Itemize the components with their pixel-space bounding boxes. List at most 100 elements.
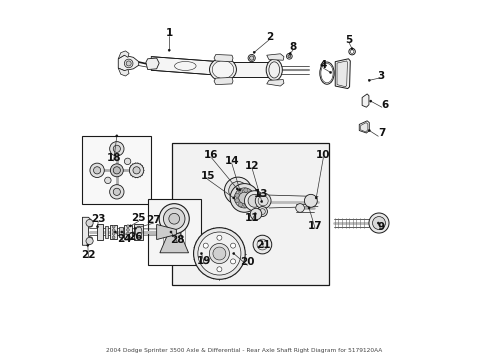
Polygon shape — [359, 121, 368, 133]
Circle shape — [248, 191, 252, 195]
Text: 18: 18 — [106, 153, 121, 163]
Circle shape — [203, 259, 208, 264]
Circle shape — [168, 213, 179, 224]
Circle shape — [367, 79, 369, 81]
Polygon shape — [156, 225, 176, 239]
Polygon shape — [172, 143, 328, 285]
Circle shape — [230, 243, 235, 248]
Polygon shape — [118, 51, 129, 59]
Circle shape — [247, 54, 255, 62]
Polygon shape — [266, 80, 284, 86]
Circle shape — [232, 197, 234, 199]
Circle shape — [230, 259, 235, 264]
Circle shape — [90, 163, 104, 177]
Circle shape — [372, 217, 385, 229]
Text: 28: 28 — [170, 235, 184, 245]
Circle shape — [96, 226, 99, 228]
Bar — [82, 136, 151, 204]
Circle shape — [133, 167, 140, 174]
Circle shape — [314, 197, 317, 199]
Circle shape — [228, 181, 247, 200]
Ellipse shape — [265, 59, 282, 81]
Text: 16: 16 — [204, 150, 218, 160]
Text: 19: 19 — [197, 256, 211, 266]
Text: 14: 14 — [224, 156, 239, 166]
Text: 22: 22 — [81, 250, 96, 260]
Circle shape — [238, 192, 250, 204]
Polygon shape — [214, 77, 233, 85]
Circle shape — [261, 243, 263, 245]
Text: 25: 25 — [131, 213, 145, 223]
Circle shape — [234, 198, 239, 203]
Circle shape — [243, 203, 247, 208]
Circle shape — [253, 51, 255, 53]
Circle shape — [86, 220, 93, 226]
Circle shape — [376, 222, 379, 224]
Polygon shape — [266, 54, 284, 60]
Polygon shape — [362, 94, 368, 107]
Circle shape — [86, 237, 93, 244]
Text: 15: 15 — [200, 171, 214, 181]
Circle shape — [234, 193, 239, 197]
Circle shape — [250, 208, 261, 220]
Circle shape — [86, 244, 89, 246]
Circle shape — [112, 232, 115, 235]
Circle shape — [109, 141, 124, 156]
Polygon shape — [214, 54, 233, 62]
Circle shape — [121, 231, 122, 233]
Circle shape — [232, 252, 234, 255]
Circle shape — [112, 225, 115, 228]
Circle shape — [329, 71, 331, 73]
Circle shape — [253, 235, 271, 254]
Text: 12: 12 — [244, 161, 259, 171]
Text: 17: 17 — [307, 221, 322, 230]
Circle shape — [116, 135, 118, 137]
Polygon shape — [82, 217, 92, 245]
Polygon shape — [335, 59, 349, 89]
Text: 2: 2 — [265, 32, 273, 41]
Circle shape — [217, 235, 222, 240]
Circle shape — [129, 225, 131, 227]
Polygon shape — [119, 226, 122, 237]
Circle shape — [93, 167, 101, 174]
Polygon shape — [145, 58, 159, 69]
Circle shape — [109, 185, 124, 199]
Circle shape — [367, 130, 369, 132]
Circle shape — [110, 164, 123, 177]
Circle shape — [203, 243, 208, 248]
Circle shape — [260, 201, 262, 203]
Circle shape — [168, 49, 170, 51]
Circle shape — [258, 194, 261, 196]
Text: 9: 9 — [376, 222, 384, 231]
Circle shape — [304, 194, 317, 207]
Circle shape — [126, 232, 129, 235]
Text: 13: 13 — [253, 189, 267, 199]
Circle shape — [129, 163, 143, 177]
Circle shape — [243, 188, 247, 192]
Text: 23: 23 — [91, 215, 105, 224]
Circle shape — [126, 228, 129, 231]
Circle shape — [159, 204, 189, 234]
Text: 2004 Dodge Sprinter 3500 Axle & Differential - Rear Axle Shaft Right Diagram for: 2004 Dodge Sprinter 3500 Axle & Differen… — [106, 348, 382, 353]
Circle shape — [286, 53, 292, 59]
Circle shape — [113, 188, 120, 195]
Ellipse shape — [268, 62, 279, 78]
Circle shape — [104, 177, 111, 184]
Circle shape — [236, 188, 238, 190]
Circle shape — [212, 247, 225, 260]
Circle shape — [112, 229, 115, 231]
Polygon shape — [160, 226, 188, 253]
Text: 3: 3 — [376, 71, 384, 81]
Polygon shape — [231, 62, 273, 77]
Text: 7: 7 — [377, 129, 385, 138]
Circle shape — [287, 55, 290, 58]
Circle shape — [247, 194, 261, 207]
Circle shape — [234, 188, 254, 208]
Circle shape — [238, 189, 242, 193]
Polygon shape — [336, 61, 346, 87]
Circle shape — [209, 243, 229, 264]
Circle shape — [193, 228, 244, 279]
Text: 21: 21 — [256, 239, 270, 249]
Text: 20: 20 — [240, 257, 254, 267]
Circle shape — [198, 232, 241, 275]
